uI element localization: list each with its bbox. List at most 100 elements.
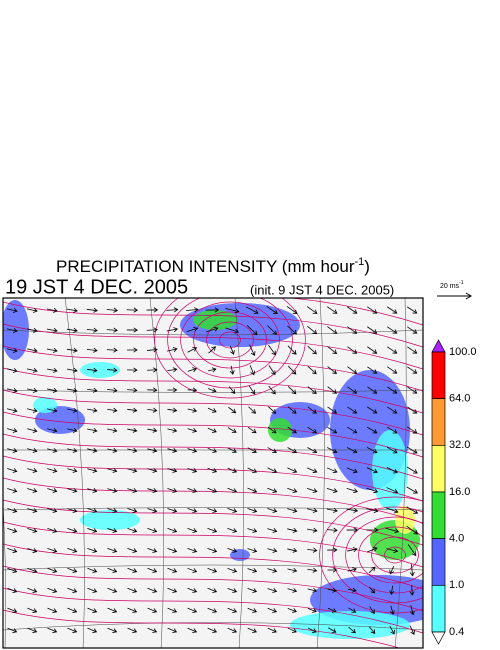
wind-arrow-head: [12, 628, 18, 633]
wind-arrow-head: [272, 330, 278, 335]
wind-arrow: [407, 544, 417, 556]
wind-arrow: [187, 428, 197, 432]
wind-arrow: [127, 468, 137, 472]
wind-arrow: [386, 426, 398, 434]
wind-arrow-head: [213, 326, 219, 332]
wind-arrow: [227, 447, 237, 453]
wind-arrow: [389, 566, 395, 574]
wind-arrow: [387, 366, 397, 374]
wind-arrow-head: [272, 488, 278, 493]
wind-arrow-head: [32, 448, 38, 453]
wind-arrow-head: [373, 468, 378, 474]
wind-arrow-head: [32, 468, 38, 473]
wind-arrow-head: [152, 608, 158, 613]
wind-arrow-head: [409, 571, 415, 577]
wind-arrow: [187, 587, 197, 593]
wind-arrow: [47, 587, 57, 593]
wind-arrow-head: [192, 528, 198, 533]
wind-arrow: [66, 368, 78, 372]
wind-arrow: [7, 448, 17, 452]
wind-arrow: [327, 447, 337, 453]
wind-arrow-head: [253, 309, 259, 314]
legend-swatch: [431, 351, 446, 400]
wind-arrow-head: [211, 408, 217, 413]
pressure-contour: [3, 609, 401, 648]
wind-arrow: [186, 309, 198, 311]
wind-arrow-head: [232, 528, 238, 533]
wind-arrow-head: [389, 610, 395, 615]
wind-arrow-head: [230, 350, 235, 355]
wind-arrow: [67, 468, 77, 472]
legend-swatch: [431, 444, 446, 493]
map-grid-line: [234, 298, 244, 648]
pressure-contour: [371, 536, 419, 574]
wind-arrow: [27, 587, 37, 593]
wind-arrow: [87, 547, 97, 553]
wind-arrow: [26, 368, 38, 372]
wind-arrow: [106, 329, 118, 331]
map-grid-line: [3, 389, 423, 393]
wind-arrow: [287, 386, 297, 394]
wind-arrow-head: [250, 370, 256, 376]
wind-arrow-head: [132, 548, 138, 553]
wind-arrow: [247, 588, 257, 592]
wind-arrow-head: [370, 609, 375, 615]
wind-arrow: [386, 446, 398, 454]
wind-arrow-head: [192, 387, 198, 393]
wind-arrow-head: [312, 409, 317, 414]
wind-arrow: [47, 567, 57, 573]
wind-arrow-head: [211, 367, 217, 373]
pressure-contour: [3, 411, 423, 458]
wind-arrow-head: [153, 307, 159, 313]
wind-arrow-head: [92, 467, 98, 473]
wind-arrow-head: [32, 427, 38, 433]
wind-arrow-head: [153, 327, 158, 333]
wind-arrow: [147, 547, 157, 553]
wind-arrow: [307, 608, 317, 612]
wind-arrow: [227, 548, 237, 552]
wind-arrow: [347, 326, 357, 334]
wind-arrow-head: [53, 327, 58, 333]
wind-arrow-head: [32, 488, 38, 493]
map-grid-line: [64, 298, 85, 648]
wind-arrow: [366, 508, 378, 512]
wind-arrow-head: [412, 329, 418, 334]
wind-arrow: [26, 348, 38, 352]
wind-arrow-head: [133, 327, 138, 333]
wind-arrow: [347, 386, 357, 394]
wind-arrow-head: [32, 528, 38, 533]
wind-arrow-head: [52, 608, 58, 613]
wind-arrow: [27, 528, 37, 532]
wind-arrow-head: [272, 448, 277, 454]
wind-arrow: [287, 426, 297, 434]
wind-arrow-head: [72, 588, 78, 593]
wind-arrow: [87, 428, 97, 432]
wind-arrow-head: [92, 387, 98, 393]
wind-arrow: [207, 567, 217, 573]
wind-arrow: [167, 348, 177, 352]
wind-arrow-head: [352, 428, 358, 434]
wind-arrow: [187, 347, 197, 353]
wind-arrow: [307, 325, 317, 335]
wind-arrow-head: [92, 427, 98, 433]
title-main: PRECIPITATION INTENSITY (mm hour: [56, 257, 355, 276]
wind-arrow-head: [232, 508, 238, 513]
wind-arrow-head: [12, 608, 18, 613]
wind-arrow: [407, 346, 417, 354]
wind-arrow-head: [192, 608, 198, 613]
wind-arrow: [227, 607, 237, 613]
wind-arrow: [411, 564, 413, 576]
wind-arrow: [366, 467, 378, 473]
wind-arrow: [369, 606, 375, 614]
wind-arrow: [167, 587, 177, 593]
wind-arrow: [307, 588, 317, 592]
wind-arrow-head: [192, 468, 198, 473]
wind-arrow-head: [153, 347, 158, 353]
wind-arrow: [27, 488, 37, 492]
wind-arrow-head: [234, 308, 240, 314]
wind-arrow-head: [173, 327, 179, 333]
wind-arrow: [247, 426, 257, 434]
legend-label: 100.0: [449, 346, 477, 358]
precip-area: [80, 362, 120, 378]
wind-arrow-head: [409, 591, 415, 596]
